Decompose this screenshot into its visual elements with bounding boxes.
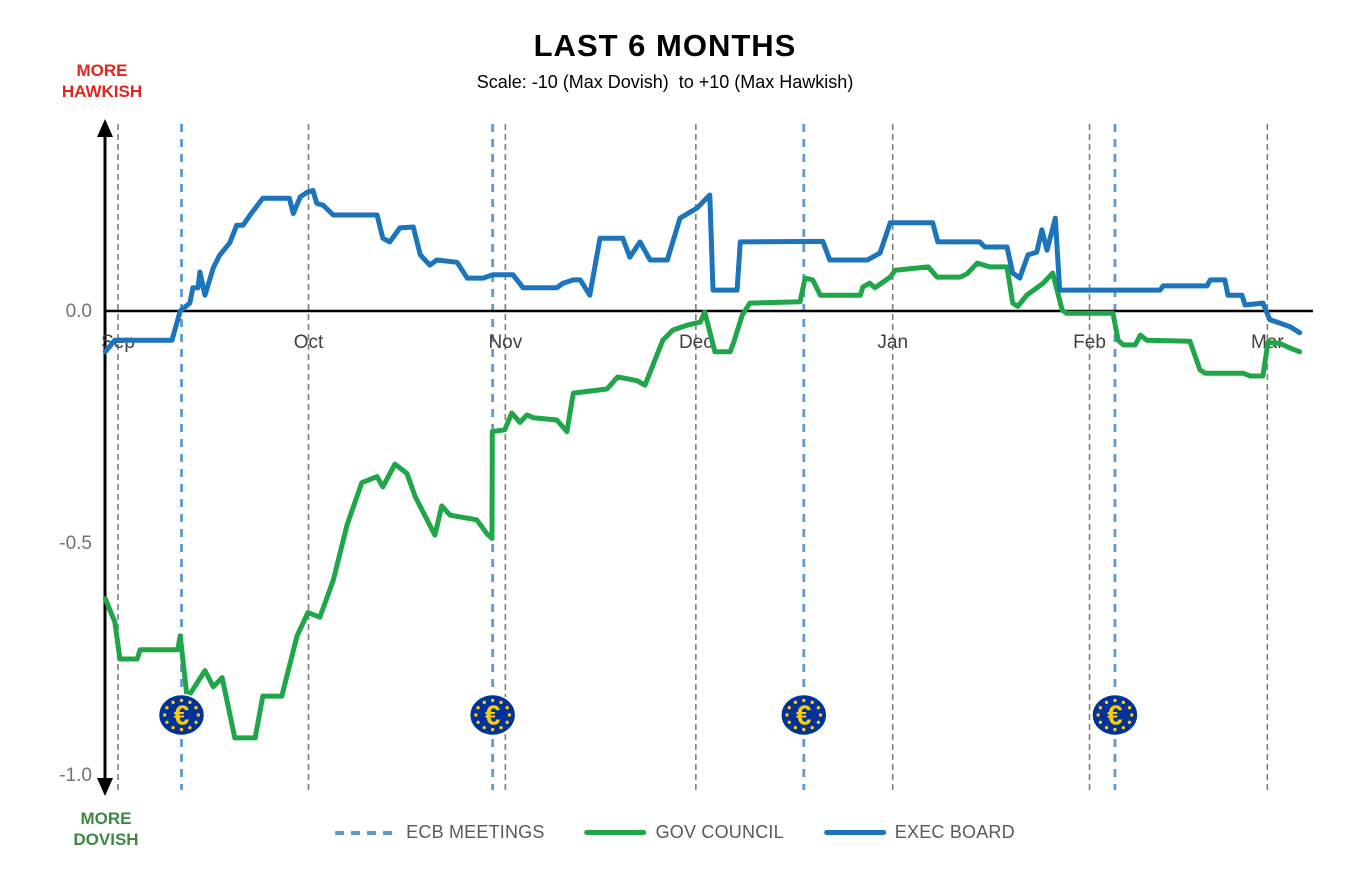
legend-label: EXEC BOARD [894, 822, 1015, 842]
y-tick-label: 0.0 [66, 301, 92, 322]
star-dot-icon [490, 698, 495, 703]
dashed-line-swatch-icon [335, 830, 398, 835]
euro-symbol: € [796, 700, 812, 731]
month-label: Dec [679, 332, 713, 353]
star-dot-icon [793, 700, 798, 705]
more-hawkish-line2: HAWKISH [61, 82, 143, 102]
more-dovish-line2: DOVISH [73, 830, 139, 850]
star-dot-icon [482, 700, 486, 705]
star-dot-icon [787, 720, 791, 724]
series-exec-board [102, 187, 1303, 355]
star-dot-icon [194, 706, 198, 710]
legend-label: GOV COUNCIL [655, 822, 784, 842]
star-dot-icon [476, 706, 480, 710]
more-hawkish-label: MORE HAWKISH [32, 60, 172, 103]
star-dot-icon [482, 725, 486, 730]
month-label: Feb [1073, 332, 1106, 353]
month-label: Oct [294, 332, 324, 353]
page-title: LAST 6 MONTHS [533, 28, 797, 63]
star-dot-icon [163, 713, 167, 717]
star-dot-icon [1104, 725, 1109, 730]
star-dot-icon [188, 700, 192, 705]
star-dot-icon [188, 725, 192, 730]
star-dot-icon [171, 725, 175, 730]
ecb-euro-icon: € [157, 693, 206, 737]
more-hawkish-line1: MORE [76, 61, 128, 80]
ecb-euro-icon: € [1091, 693, 1139, 737]
star-dot-icon [810, 725, 814, 730]
euro-symbol: € [1107, 700, 1123, 731]
star-dot-icon [816, 720, 821, 724]
y-tick-label: -1.0 [59, 765, 92, 786]
star-dot-icon [505, 706, 509, 710]
star-dot-icon [1098, 706, 1103, 710]
star-dot-icon [499, 700, 503, 705]
green-line-swatch-icon [584, 830, 647, 835]
star-dot-icon [802, 727, 806, 732]
star-dot-icon [1104, 700, 1109, 705]
star-dot-icon [490, 727, 495, 732]
y-tick-label: -0.5 [59, 533, 92, 554]
more-dovish-line1: MORE [80, 809, 132, 828]
star-dot-icon [1130, 713, 1134, 717]
star-dot-icon [818, 713, 823, 717]
legend-label: ECB MEETINGS [406, 822, 545, 842]
page-subtitle: Scale: -10 (Max Dovish) to +10 (Max Hawk… [476, 72, 854, 92]
star-dot-icon [816, 706, 821, 710]
blue-line-swatch-icon [823, 830, 886, 835]
star-dot-icon [793, 725, 798, 730]
star-dot-icon [499, 725, 503, 730]
legend-item-ecb-meetings: ECB MEETINGS [335, 822, 544, 843]
month-label: Jan [877, 332, 908, 353]
star-dot-icon [1121, 725, 1126, 730]
star-dot-icon [1098, 720, 1103, 724]
star-dot-icon [179, 727, 184, 732]
series-gov-council [102, 260, 1303, 741]
star-dot-icon [1096, 713, 1100, 717]
y-axis-down-arrow-icon [97, 778, 113, 796]
legend-item-gov-council: GOV COUNCIL [584, 822, 784, 843]
star-dot-icon [474, 713, 478, 717]
star-dot-icon [1127, 706, 1132, 710]
more-dovish-label: MORE DOVISH [36, 808, 176, 851]
star-dot-icon [787, 706, 791, 710]
chart-legend: ECB MEETINGS GOV COUNCIL EXEC BOARD [335, 822, 1015, 843]
ecb-euro-icon: € [780, 693, 828, 737]
legend-item-exec-board: EXEC BOARD [823, 822, 1015, 843]
star-dot-icon [810, 700, 814, 705]
euro-symbol: € [485, 700, 501, 731]
star-dot-icon [171, 700, 175, 705]
star-dot-icon [194, 720, 198, 724]
star-dot-icon [785, 713, 789, 717]
star-dot-icon [1127, 720, 1132, 724]
y-axis-up-arrow-icon [97, 119, 113, 137]
month-label: Nov [488, 332, 522, 353]
star-dot-icon [1113, 727, 1117, 732]
ecb-euro-icon: € [468, 693, 517, 737]
star-dot-icon [196, 713, 200, 717]
star-dot-icon [476, 720, 480, 724]
star-dot-icon [165, 720, 169, 724]
euro-symbol: € [174, 700, 190, 731]
star-dot-icon [1121, 700, 1126, 705]
star-dot-icon [802, 698, 806, 703]
star-dot-icon [507, 713, 512, 717]
star-dot-icon [165, 706, 169, 710]
star-dot-icon [179, 698, 184, 703]
star-dot-icon [505, 720, 509, 724]
star-dot-icon [1113, 698, 1117, 703]
